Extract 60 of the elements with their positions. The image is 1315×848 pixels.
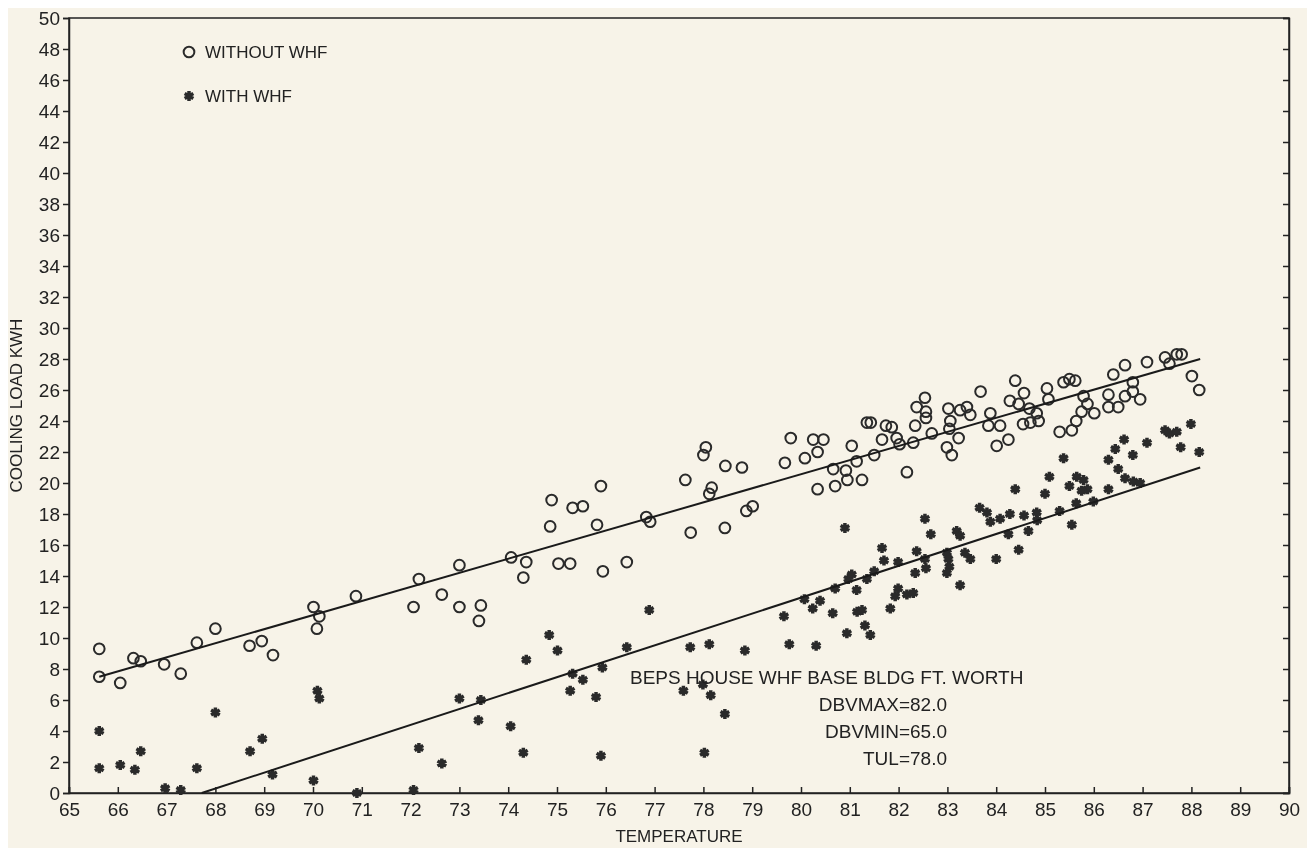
y-tick-label: 2 xyxy=(49,751,60,773)
x-tick-label: 83 xyxy=(937,799,959,821)
x-tick-label: 89 xyxy=(1230,799,1252,821)
y-tick-label: 4 xyxy=(49,720,61,742)
y-tick-label: 30 xyxy=(38,317,60,339)
y-tick-label: 24 xyxy=(38,410,61,432)
annotation: DBVMIN=65.0 xyxy=(825,721,947,742)
y-tick-label: 10 xyxy=(38,627,60,649)
y-tick-label: 42 xyxy=(38,131,60,153)
y-tick-label: 48 xyxy=(38,38,60,60)
annotation: BEPS HOUSE WHF BASE BLDG FT. WORTH xyxy=(630,667,1024,688)
y-tick-label: 36 xyxy=(38,224,60,246)
x-tick-label: 67 xyxy=(156,799,178,821)
annotation: DBVMAX=82.0 xyxy=(818,694,947,715)
x-tick-label: 69 xyxy=(254,799,276,821)
x-tick-label: 88 xyxy=(1181,799,1203,821)
y-axis-title: COOLING LOAD KWH xyxy=(7,318,26,493)
y-tick-label: 22 xyxy=(38,441,60,463)
x-tick-label: 85 xyxy=(1034,799,1057,821)
x-tick-label: 73 xyxy=(449,799,471,821)
x-tick-label: 77 xyxy=(644,799,666,821)
x-tick-label: 66 xyxy=(107,799,129,821)
y-tick-label: 38 xyxy=(38,193,60,215)
x-tick-label: 75 xyxy=(546,799,569,821)
y-tick-label: 8 xyxy=(49,658,60,680)
y-tick-label: 28 xyxy=(38,348,60,370)
y-tick-label: 46 xyxy=(38,69,60,91)
x-tick-label: 72 xyxy=(400,799,422,821)
legend-label: WITH WHF xyxy=(205,87,292,106)
x-tick-label: 80 xyxy=(790,799,813,821)
annotation: TUL=78.0 xyxy=(863,748,947,769)
y-tick-label: 6 xyxy=(49,689,60,711)
x-tick-label: 65 xyxy=(58,799,81,821)
y-tick-label: 14 xyxy=(38,565,61,587)
x-tick-label: 84 xyxy=(986,799,1008,821)
y-tick-label: 16 xyxy=(38,534,60,556)
x-tick-label: 74 xyxy=(498,799,520,821)
x-tick-label: 90 xyxy=(1278,799,1301,821)
y-tick-label: 34 xyxy=(38,255,61,277)
x-tick-label: 81 xyxy=(839,799,861,821)
x-tick-label: 68 xyxy=(205,799,227,821)
x-tick-label: 78 xyxy=(693,799,715,821)
y-tick-label: 44 xyxy=(38,100,61,122)
x-tick-label: 86 xyxy=(1083,799,1105,821)
x-tick-label: 70 xyxy=(302,799,325,821)
x-tick-label: 76 xyxy=(595,799,617,821)
y-tick-label: 20 xyxy=(38,472,60,494)
x-tick-label: 79 xyxy=(742,799,764,821)
y-tick-label: 26 xyxy=(38,379,60,401)
y-tick-label: 32 xyxy=(38,286,60,308)
x-tick-label: 82 xyxy=(888,799,910,821)
legend-label: WITHOUT WHF xyxy=(205,43,328,62)
x-axis-title: TEMPERATURE xyxy=(615,827,743,846)
y-tick-label: 18 xyxy=(38,503,60,525)
y-tick-label: 0 xyxy=(49,782,60,804)
y-tick-label: 12 xyxy=(38,596,60,618)
x-tick-label: 71 xyxy=(351,799,373,821)
y-tick-label: 40 xyxy=(38,162,60,184)
x-tick-label: 87 xyxy=(1132,799,1154,821)
y-tick-label: 50 xyxy=(38,7,60,29)
